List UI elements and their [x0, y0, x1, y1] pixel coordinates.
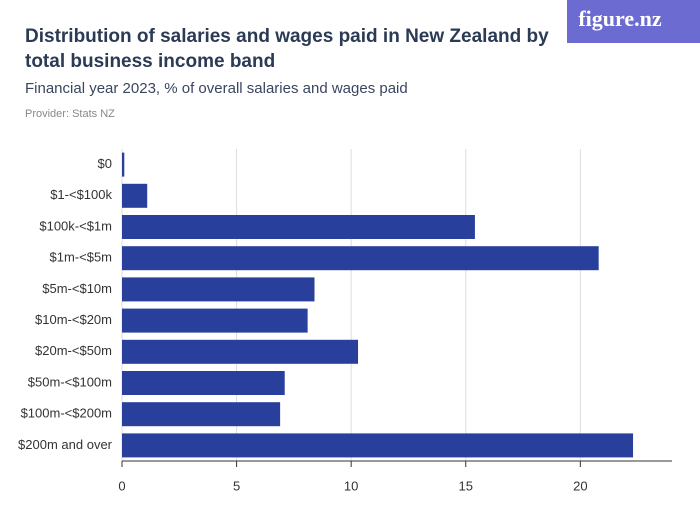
y-tick-label: $1m-<$5m: [50, 250, 113, 265]
bar: [122, 183, 148, 208]
bar: [122, 339, 359, 364]
y-tick-label: $20m-<$50m: [35, 343, 112, 358]
bar: [122, 308, 308, 333]
y-tick-label: $10m-<$20m: [35, 312, 112, 327]
bar: [122, 402, 281, 427]
chart-subtitle: Financial year 2023, % of overall salari…: [25, 80, 408, 97]
bar: [122, 277, 315, 302]
logo-box: [567, 0, 700, 43]
x-tick-label: 0: [118, 478, 125, 493]
bar: [122, 152, 125, 177]
y-tick-label: $0: [98, 156, 112, 171]
x-tick-label: 15: [459, 478, 473, 493]
y-tick-label: $50m-<$100m: [28, 374, 112, 389]
y-tick-label: $100m-<$200m: [21, 406, 112, 421]
bar: [122, 246, 599, 271]
x-tick-label: 10: [344, 478, 358, 493]
bar: [122, 215, 475, 239]
y-tick-label: $200m and over: [18, 437, 113, 452]
x-tick-label: 20: [573, 478, 587, 493]
bar: [122, 371, 285, 395]
y-tick-label: $100k-<$1m: [39, 218, 112, 233]
logo: figure.nz: [578, 6, 662, 31]
x-tick-label: 5: [233, 478, 240, 493]
bar: [122, 433, 634, 458]
chart-title: Distribution of salaries and wages paid …: [25, 26, 549, 72]
y-tick-label: $5m-<$10m: [42, 281, 112, 296]
provider: Provider: Stats NZ: [25, 108, 115, 120]
y-tick-label: $1-<$100k: [50, 187, 112, 202]
